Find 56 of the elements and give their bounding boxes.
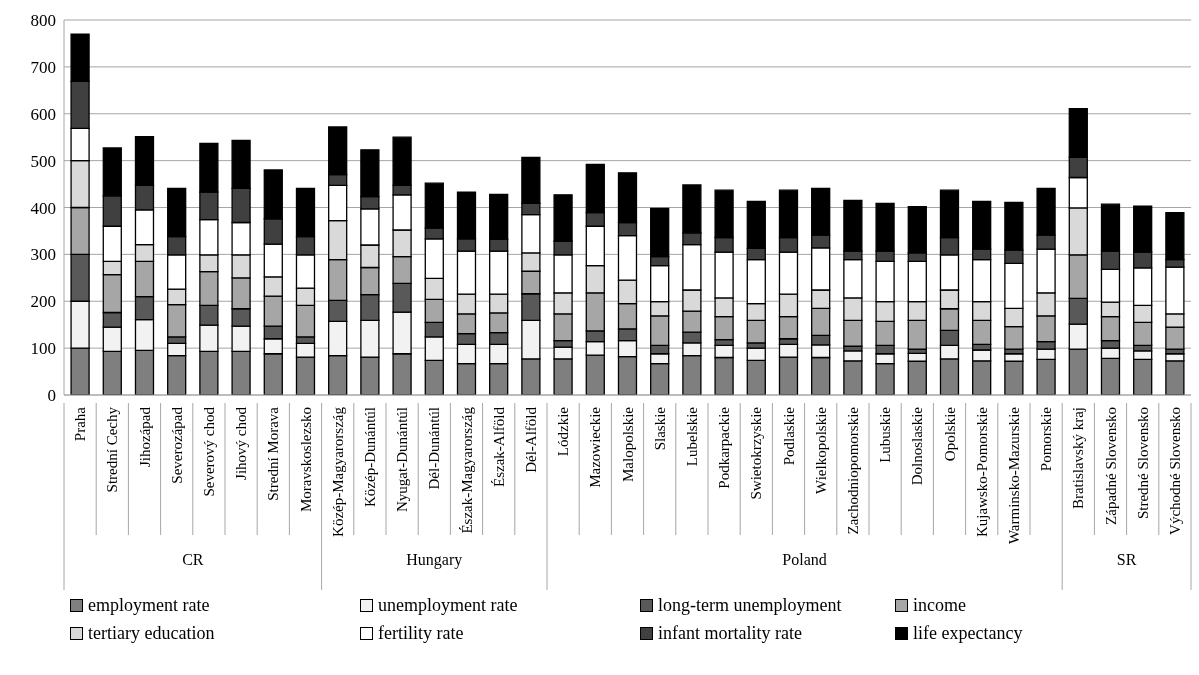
x-tick-label: Strední Cechy xyxy=(104,406,121,493)
legend-label: life expectancy xyxy=(913,623,1023,644)
x-tick-label: Východné Slovensko xyxy=(1166,407,1183,535)
x-tick-label: Mazowieckie xyxy=(587,406,604,488)
x-tick-label: Kujawsko-Pomorskie xyxy=(973,406,990,537)
x-tick-label: Wielkopolskie xyxy=(812,406,829,494)
x-tick-label: Jihozápad xyxy=(136,406,153,467)
x-tick-label: Észak-Magyarország xyxy=(458,406,475,534)
x-tick-label: Swietokrzyskie xyxy=(748,406,765,500)
x-tick-label: Moravskoslezsko xyxy=(297,407,314,512)
legend-label: income xyxy=(913,595,966,616)
x-tick-label: Zachodniopomorskie xyxy=(844,406,861,535)
y-tick-label: 100 xyxy=(30,339,56,359)
text: Hungary xyxy=(406,551,463,569)
legend-label: fertility rate xyxy=(378,623,464,644)
x-tick-label: Dolnoslaskie xyxy=(909,406,926,486)
x-tick-label: Közép-Dunántúl xyxy=(361,407,378,507)
x-tick-label: Opolskie xyxy=(941,406,958,462)
x-tick-label: Bratislavský kraj xyxy=(1070,407,1087,510)
x-tick-label: Západné Slovensko xyxy=(1102,407,1119,525)
y-tick-label: 200 xyxy=(30,292,56,312)
x-tick-label: Jihový chod xyxy=(233,406,250,480)
legend-label: employment rate xyxy=(88,595,210,616)
legend-label: long-term unemployment xyxy=(658,595,842,616)
y-tick-label: 700 xyxy=(30,57,56,77)
x-tick-label: Warminsko-Mazurskie xyxy=(1005,406,1022,545)
legend-label: infant mortality rate xyxy=(658,623,802,644)
x-tick-label: Strední Morava xyxy=(265,406,282,501)
x-tick-label: Lubuskie xyxy=(877,406,894,463)
y-tick-label: 300 xyxy=(30,245,56,265)
y-tick-label: 800 xyxy=(30,11,56,31)
x-tick-label: Közép-Magyarország xyxy=(329,406,346,537)
x-tick-label: Lubelskie xyxy=(683,406,700,467)
y-tick-label: 0 xyxy=(47,386,56,406)
x-tick-label: Praha xyxy=(72,406,89,442)
y-tick-label: 600 xyxy=(30,104,56,124)
x-tick-label: Severozápad xyxy=(168,406,185,484)
x-tick-label: Slaskie xyxy=(651,406,668,451)
legend-label: tertiary education xyxy=(88,623,215,644)
x-tick-label: Podkarpackie xyxy=(716,406,733,489)
x-tick-label: Nyugat-Dunántúl xyxy=(394,407,411,512)
x-tick-label: Dél-Dunántúl xyxy=(426,407,443,490)
x-tick-label: Pomorskie xyxy=(1038,406,1055,472)
x-tick-label: Stredné Slovensko xyxy=(1134,407,1151,520)
x-tick-label: Severový chod xyxy=(200,406,217,497)
text: SR xyxy=(1116,551,1137,568)
y-tick-label: 400 xyxy=(30,198,56,218)
x-tick-label: Malopolskie xyxy=(619,406,636,482)
y-tick-label: 500 xyxy=(30,151,56,171)
x-tick-label: Podlaskie xyxy=(780,406,797,466)
x-tick-label: Észak-Alföld xyxy=(490,406,507,487)
text: Poland xyxy=(782,551,827,568)
text: CR xyxy=(182,551,204,568)
legend-label: unemployment rate xyxy=(378,595,518,616)
x-tick-label: Dél-Alföld xyxy=(522,406,539,473)
x-tick-label: Lódzkie xyxy=(555,406,572,457)
